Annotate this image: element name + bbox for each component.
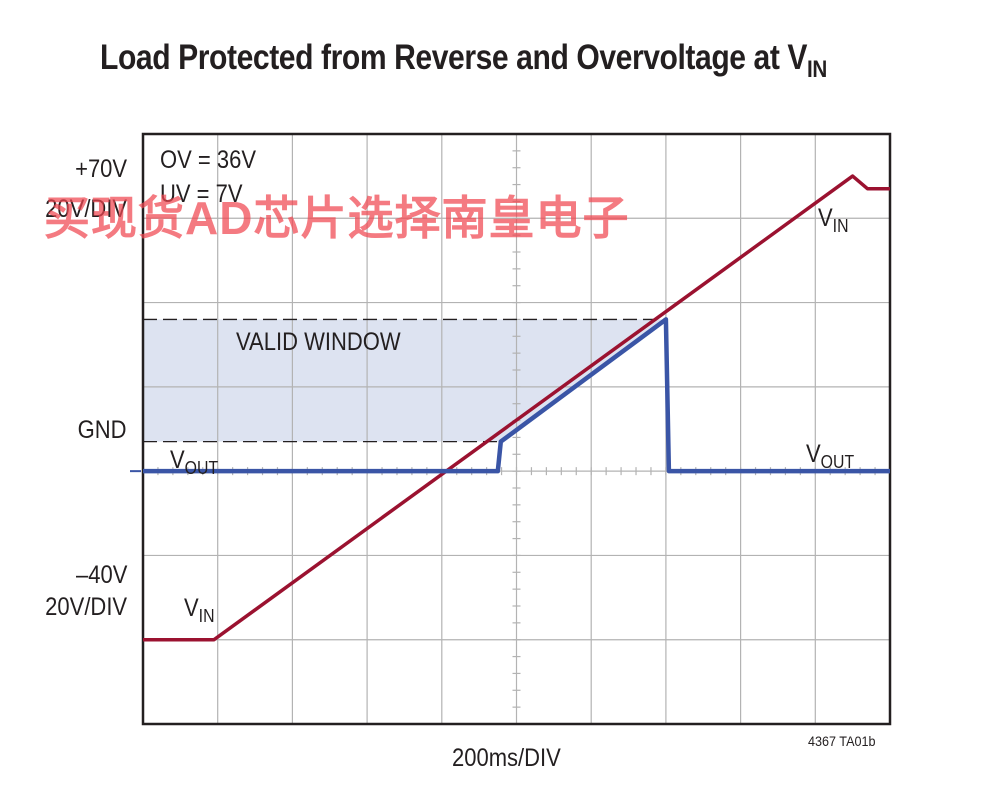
plot-frame [141, 132, 892, 726]
vout-trace [143, 317, 890, 474]
vin-trace [143, 174, 890, 642]
uv-threshold-label: UV = 7V [160, 180, 243, 208]
vout-label-right: VOUT [806, 440, 855, 472]
watermark-text: 买现货AD芯片选择南皇电子 [44, 192, 630, 244]
gnd-label: GND [78, 416, 127, 444]
vout-label-left: VOUT [170, 446, 219, 478]
scale-bottom-label: –40V [75, 561, 127, 589]
figure-id: 4367 TA01b [808, 733, 876, 749]
chart-title: Load Protected from Reverse and Overvolt… [100, 38, 827, 83]
ov-threshold-label: OV = 36V [160, 146, 257, 174]
vin-label-right: VIN [818, 204, 849, 236]
scale-bottom-div-label: 20V/DIV [45, 593, 127, 621]
x-axis-label: 200ms/DIV [452, 744, 561, 772]
valid-window-band [143, 319, 666, 442]
scale-top-label: +70V [74, 155, 127, 183]
valid-window-label: VALID WINDOW [236, 328, 401, 356]
vin-label-left: VIN [184, 594, 215, 626]
scale-top-div-label: 20V/DIV [45, 195, 127, 223]
